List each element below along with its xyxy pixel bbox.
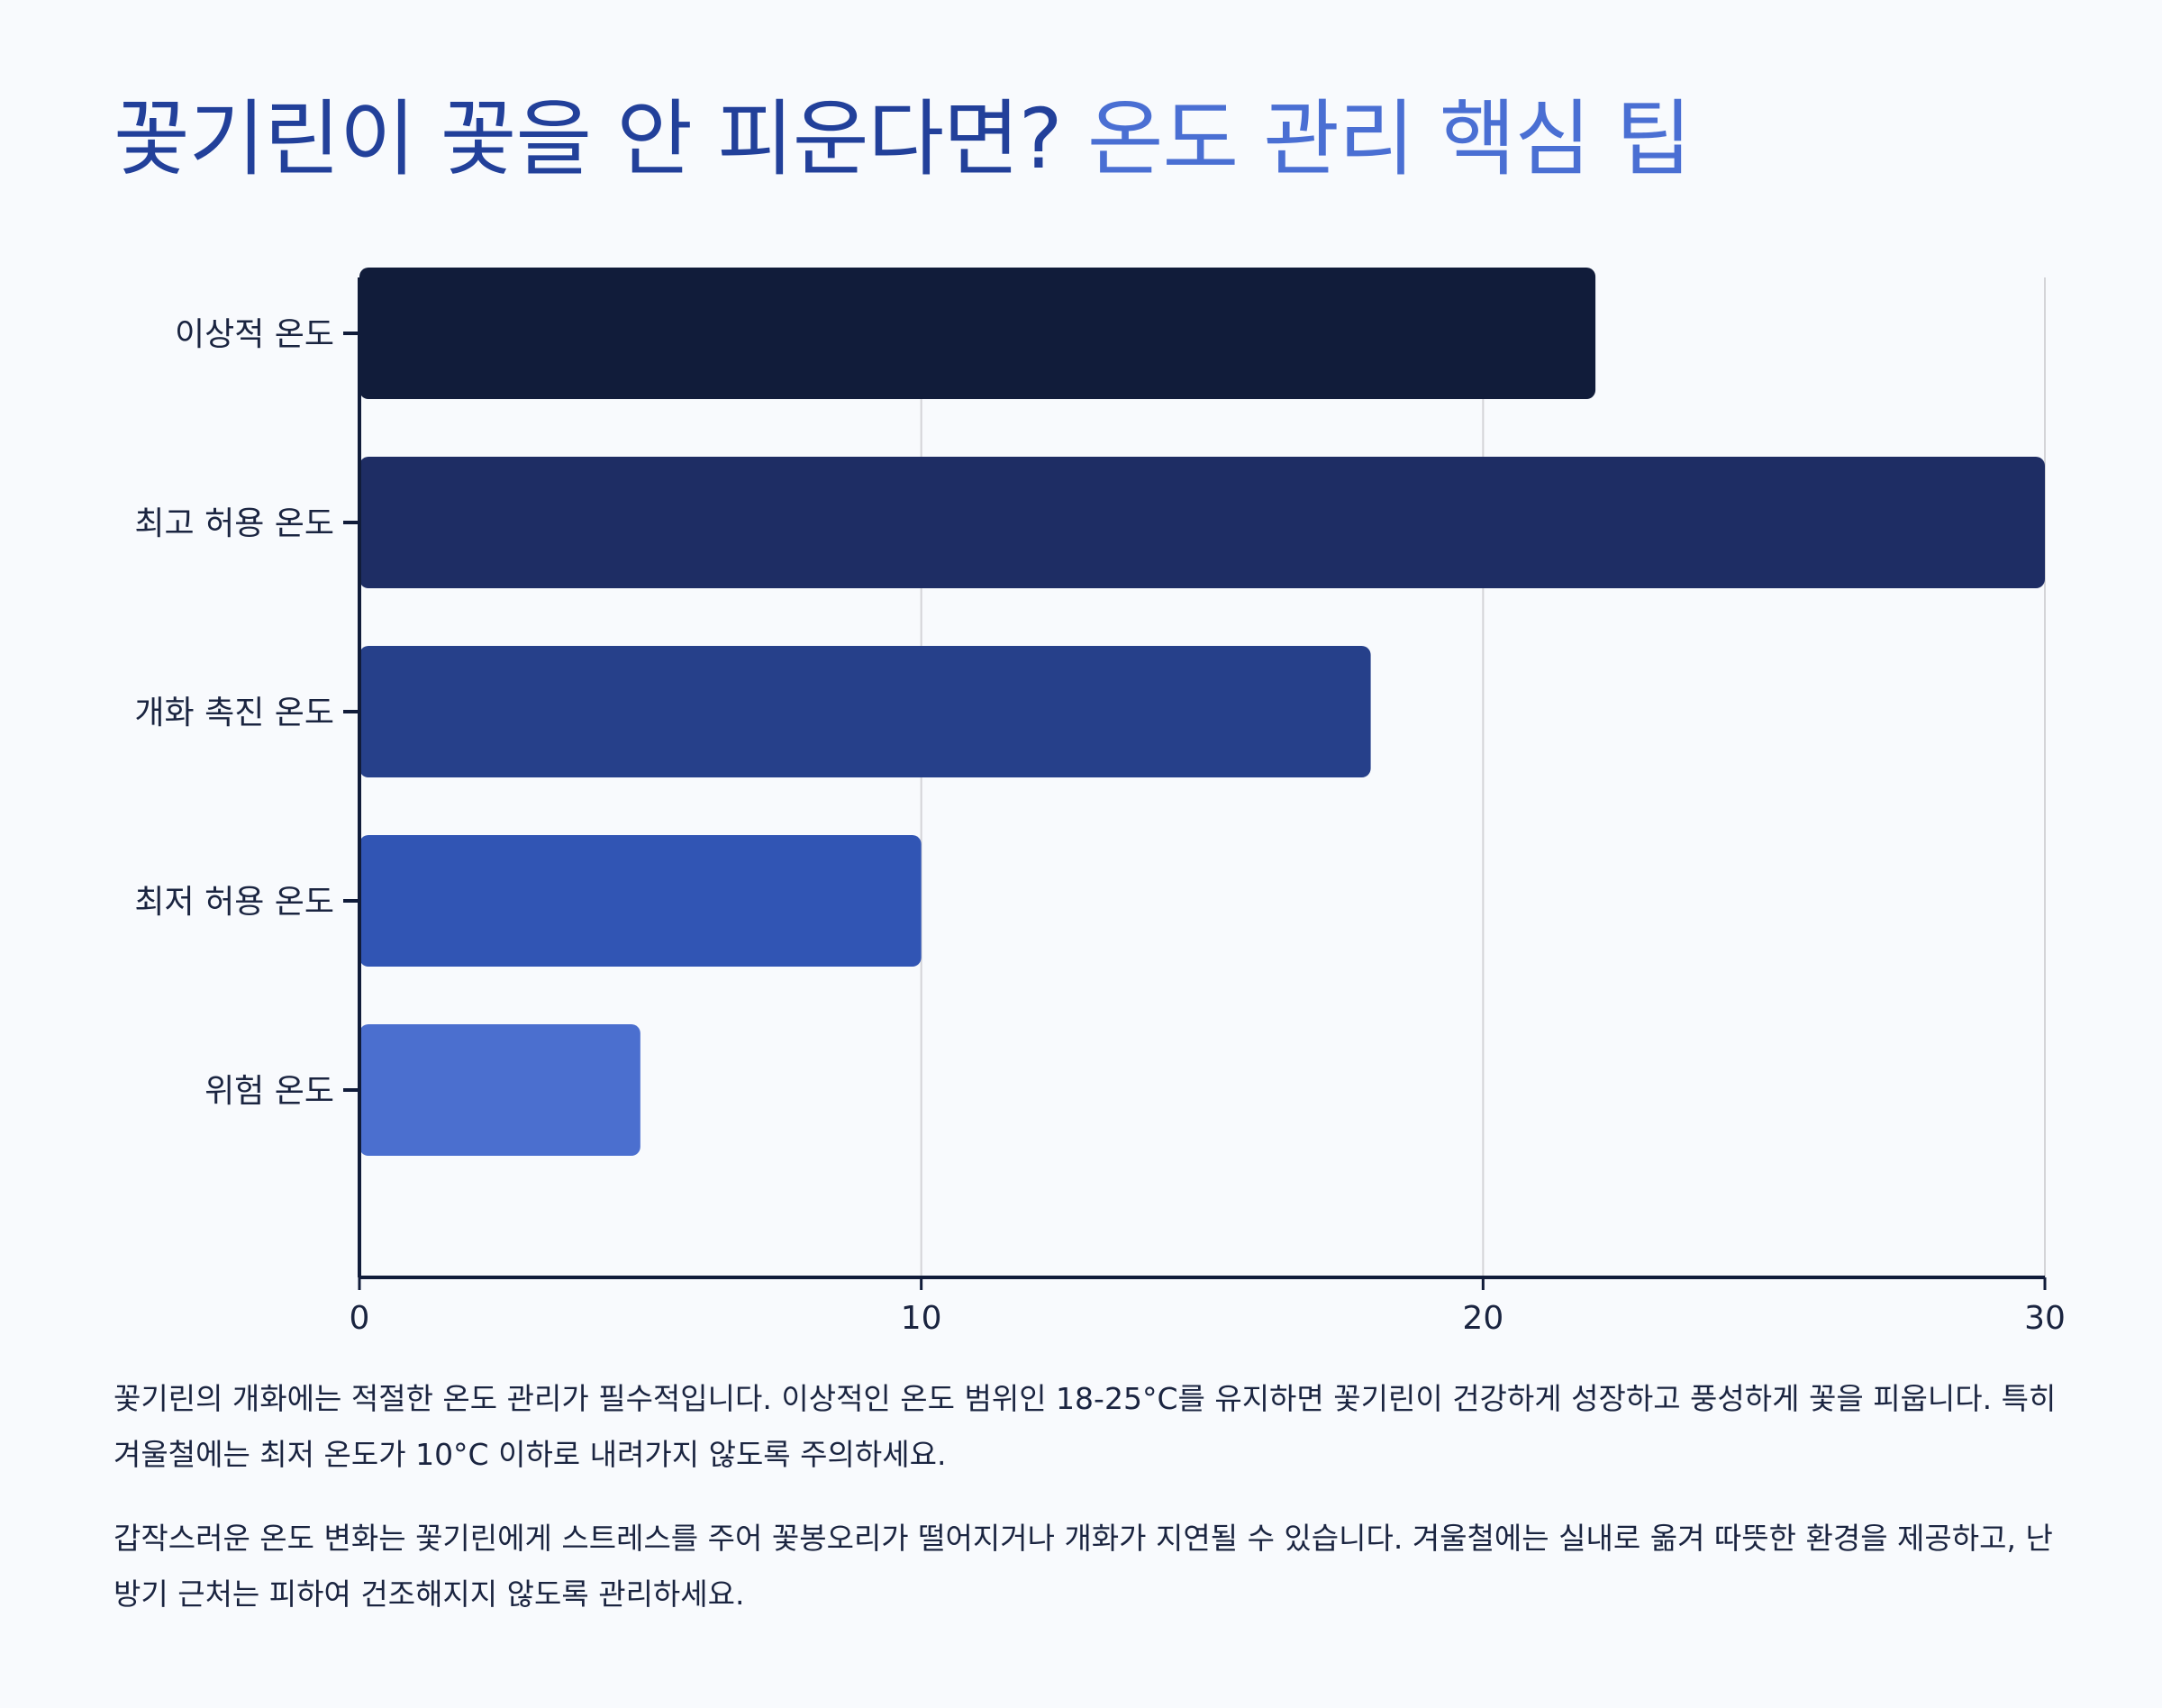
x-tick-label-10: 10 bbox=[901, 1300, 942, 1337]
category-label-5: 위험 온도 bbox=[204, 1073, 334, 1110]
x-tick-label-20: 20 bbox=[1462, 1300, 1503, 1337]
title-part1: 꽃기린이 꽃을 안 피운다면? bbox=[114, 91, 1063, 187]
bar-5 bbox=[359, 1024, 640, 1156]
description-paragraph-2: 갑작스러운 온도 변화는 꽃기린에게 스트레스를 주어 꽃봉오리가 떨어지거나 … bbox=[114, 1521, 2053, 1612]
bar-3 bbox=[359, 646, 1371, 777]
bar-1 bbox=[359, 268, 1596, 399]
bar-4 bbox=[359, 835, 922, 967]
category-label-2: 최고 허용 온도 bbox=[134, 505, 334, 542]
category-label-3: 개화 촉진 온도 bbox=[134, 695, 334, 731]
category-label-4: 최저 허용 온도 bbox=[134, 884, 334, 921]
bar-2 bbox=[359, 457, 2045, 588]
description-paragraph-1: 꽃기린의 개화에는 적절한 온도 관리가 필수적입니다. 이상적인 온도 범위인… bbox=[114, 1381, 2057, 1472]
x-tick-label-0: 0 bbox=[350, 1300, 370, 1337]
page-title: 꽃기린이 꽃을 안 피운다면? 온도 관리 핵심 팁 bbox=[114, 81, 1692, 198]
x-tick-label-30: 30 bbox=[2024, 1300, 2066, 1337]
category-label-1: 이상적 온도 bbox=[175, 316, 334, 353]
title-part2: 온도 관리 핵심 팁 bbox=[1086, 91, 1692, 187]
